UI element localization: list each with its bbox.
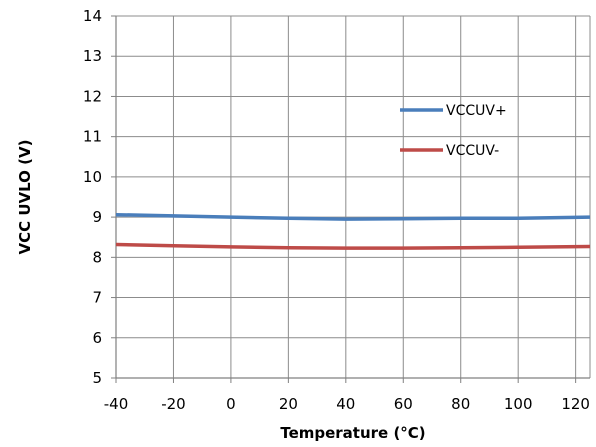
x-tick-label: 80 bbox=[451, 395, 470, 413]
y-tick-label: 14 bbox=[83, 7, 102, 25]
grid bbox=[115, 15, 591, 379]
y-tick-label: 9 bbox=[92, 208, 102, 226]
x-tick-label: 120 bbox=[561, 395, 590, 413]
x-axis-title: Temperature (°C) bbox=[280, 424, 425, 442]
x-tick-label: 100 bbox=[504, 395, 533, 413]
legend-label: VCCUV- bbox=[446, 143, 499, 159]
series-line-vccuv-minus bbox=[115, 242, 591, 250]
series-lines bbox=[115, 212, 591, 250]
legend: VCCUV+ VCCUV- bbox=[400, 103, 507, 159]
x-tick-label: -40 bbox=[104, 395, 129, 413]
series-line-vccuv-plus bbox=[115, 212, 591, 221]
legend-label: VCCUV+ bbox=[446, 103, 507, 119]
x-tick-label: 0 bbox=[226, 395, 236, 413]
x-tick-label: 40 bbox=[336, 395, 355, 413]
y-tick-label: 11 bbox=[83, 128, 102, 146]
y-tick-label: 8 bbox=[92, 248, 102, 266]
y-tick-label: 13 bbox=[83, 47, 102, 65]
y-axis-title: VCC UVLO (V) bbox=[16, 140, 34, 255]
y-tick-label: 5 bbox=[92, 369, 102, 387]
x-tick-label: 20 bbox=[279, 395, 298, 413]
y-tick-label: 6 bbox=[92, 329, 102, 347]
y-tick-label: 12 bbox=[83, 87, 102, 105]
legend-item-vccuv-plus: VCCUV+ bbox=[400, 103, 507, 119]
legend-item-vccuv-minus: VCCUV- bbox=[400, 143, 499, 159]
y-axis-ticks: 5 6 7 8 9 10 11 12 13 14 bbox=[83, 7, 116, 387]
y-tick-label: 10 bbox=[83, 168, 102, 186]
x-tick-label: -20 bbox=[161, 395, 186, 413]
x-axis-ticks: -40 -20 0 20 40 60 80 100 120 bbox=[104, 378, 590, 413]
x-tick-label: 60 bbox=[394, 395, 413, 413]
y-tick-label: 7 bbox=[92, 289, 102, 307]
